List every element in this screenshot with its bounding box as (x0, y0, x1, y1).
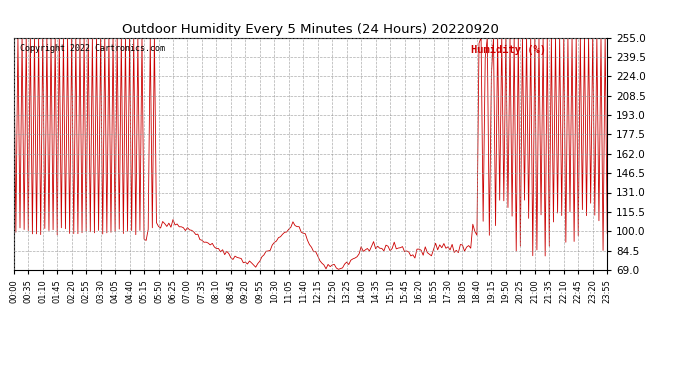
Text: Humidity (%): Humidity (%) (471, 45, 546, 54)
Text: Copyright 2022 Cartronics.com: Copyright 2022 Cartronics.com (20, 45, 165, 54)
Title: Outdoor Humidity Every 5 Minutes (24 Hours) 20220920: Outdoor Humidity Every 5 Minutes (24 Hou… (122, 23, 499, 36)
